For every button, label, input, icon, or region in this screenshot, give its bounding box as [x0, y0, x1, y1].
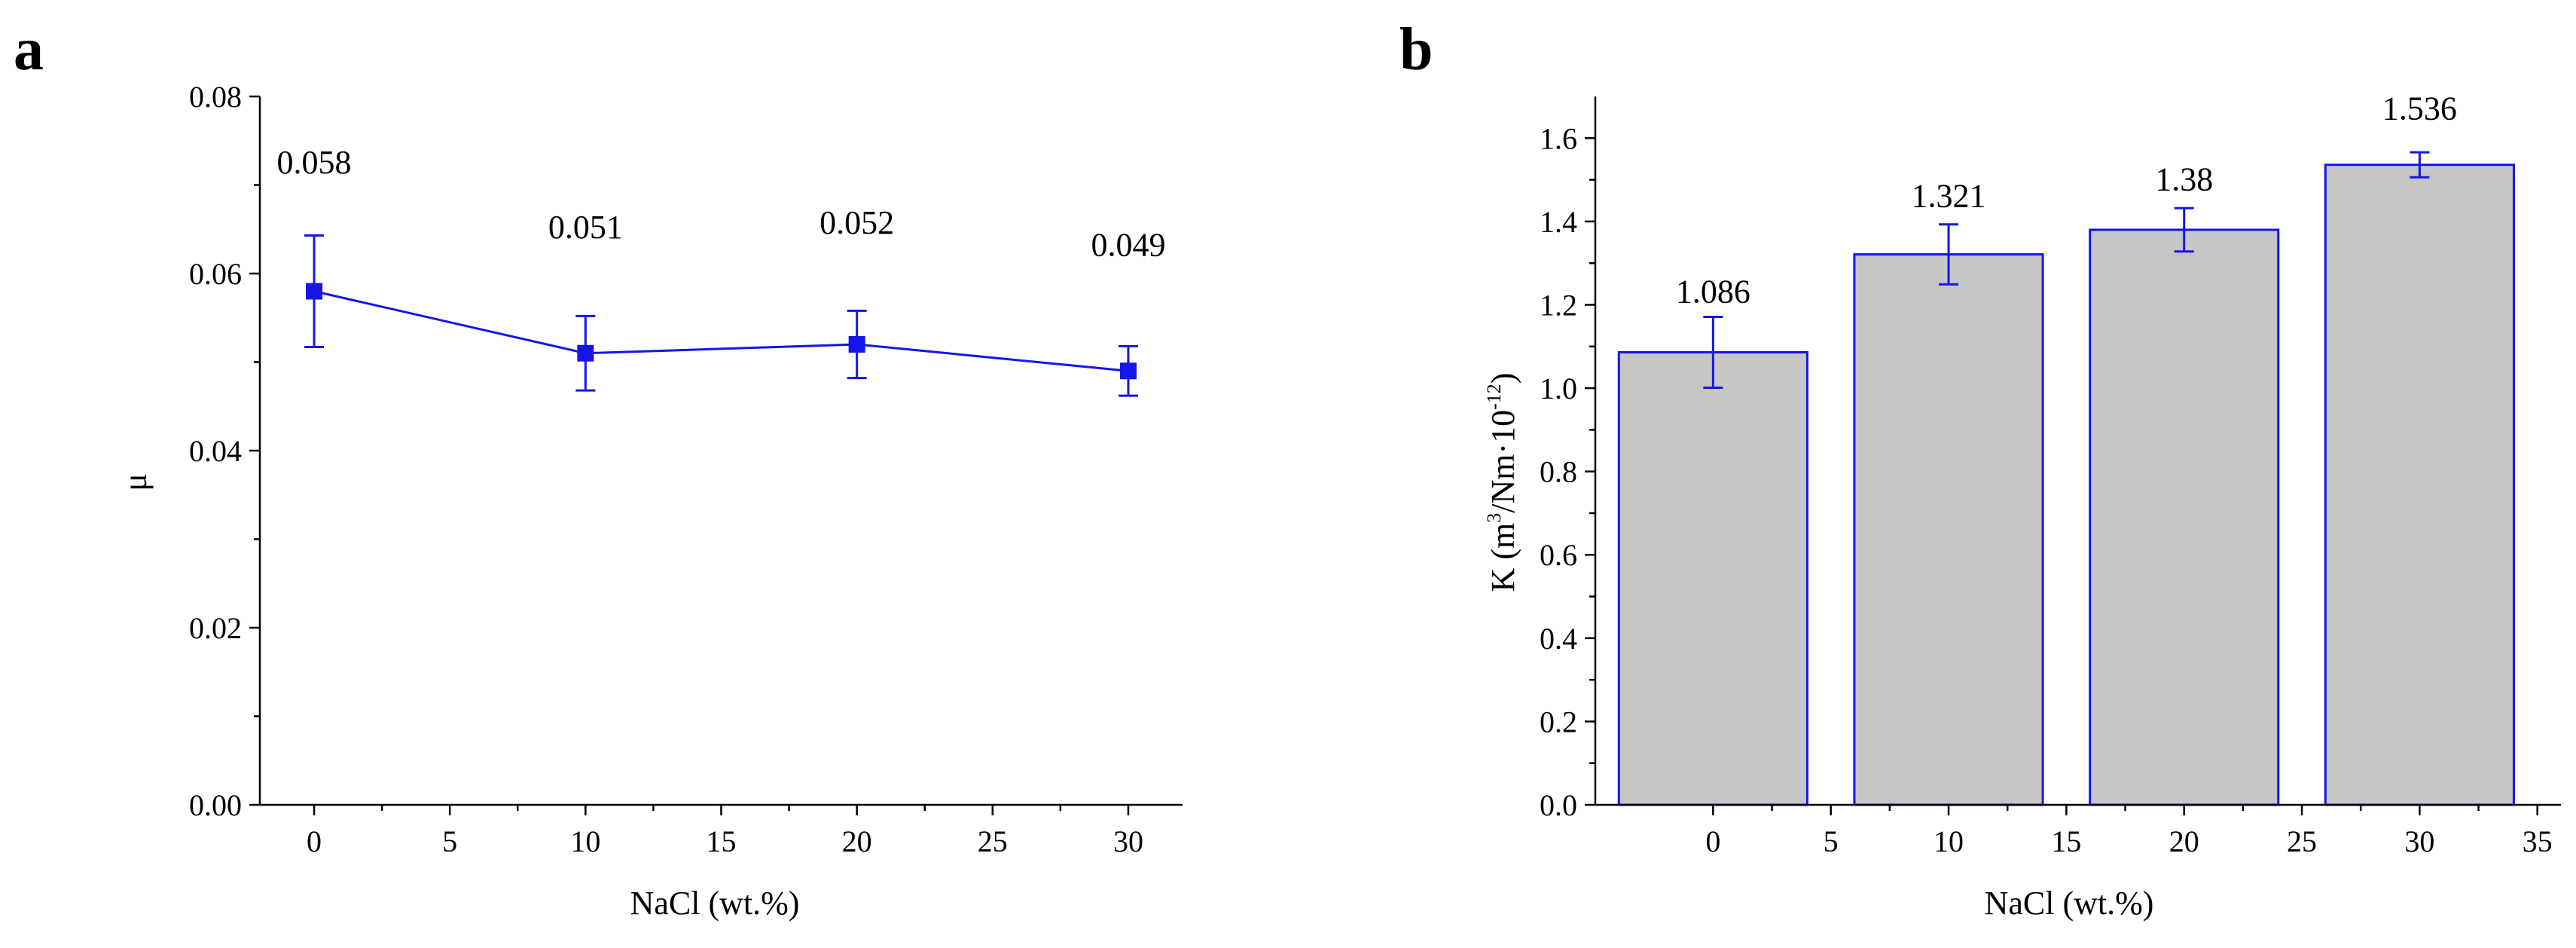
bar	[2324, 164, 2515, 806]
y-tick-label: 1.2	[1540, 288, 1577, 322]
data-point-marker	[848, 336, 865, 353]
panel-b-marks: 1.086 1.321 1.38 1.536	[1617, 90, 2515, 806]
x-tick-label: 20	[2169, 824, 2199, 858]
x-tick-label: 35	[2523, 824, 2553, 858]
data-label: 1.38	[2155, 161, 2213, 197]
data-point-marker	[577, 344, 594, 362]
data-label: 1.086	[1676, 274, 1750, 310]
y-tick-label: 1.6	[1540, 121, 1577, 155]
x-tick-label: 0	[307, 824, 322, 858]
x-tick-label: 30	[2404, 824, 2434, 858]
panel-a-letter: a	[14, 17, 44, 83]
x-tick-label: 15	[2051, 824, 2081, 858]
data-point-marker	[306, 283, 323, 300]
data-label: 0.058	[277, 144, 352, 181]
y-tick-label: 0.04	[189, 434, 242, 468]
panel-a-y-axis-title: μ	[117, 473, 154, 491]
y-tick-label: 0.02	[189, 611, 242, 645]
panel-b-y-title-sup2: -12	[1483, 384, 1505, 410]
x-tick-label: 0	[1705, 824, 1720, 858]
data-label: 1.536	[2382, 90, 2457, 127]
panel-b-y-axis-title: K (m3/Nm·10-12)	[1483, 373, 1521, 592]
data-label: 1.321	[1912, 178, 1986, 215]
panel-a-x-axis-title: NaCl (wt.%)	[630, 885, 800, 922]
bar	[1853, 253, 2044, 806]
data-label: 0.049	[1091, 227, 1165, 264]
x-tick-label: 5	[442, 824, 457, 858]
y-tick-label: 0.08	[189, 80, 242, 114]
y-tick-label: 0.2	[1540, 705, 1577, 739]
panel-b-y-title-sup1: 3	[1483, 513, 1505, 523]
y-tick-label: 0.06	[189, 257, 242, 291]
data-label: 0.052	[819, 204, 894, 241]
panel-b-axes: 0 5 10 15 20 25 30 35 0.0 0.2 0.4 0.6 0.8 1.0 1.2 1.4 1.…	[1540, 96, 2561, 858]
x-tick-label: 30	[1113, 824, 1143, 858]
x-tick-label: 5	[1824, 824, 1839, 858]
series-line-mu	[313, 290, 1129, 372]
data-label: 0.051	[548, 209, 623, 246]
y-tick-label: 1.4	[1540, 205, 1577, 239]
panel-b-y-title-part1: K (m	[1485, 523, 1521, 592]
x-tick-label: 20	[842, 824, 872, 858]
panel-b-y-title-part3: )	[1485, 373, 1521, 384]
x-tick-label: 10	[1934, 824, 1964, 858]
y-tick-label: 0.00	[189, 788, 242, 822]
panel-b-letter: b	[1399, 17, 1433, 83]
y-tick-label: 1.0	[1540, 372, 1577, 405]
y-tick-label: 0.8	[1540, 455, 1577, 489]
panel-b-y-title-part2: /Nm·10	[1485, 410, 1521, 513]
bar	[2089, 228, 2280, 806]
data-point-marker	[1119, 362, 1137, 380]
x-tick-label: 25	[2287, 824, 2317, 858]
x-tick-label: 25	[978, 824, 1008, 858]
panel-b-x-axis-title: NaCl (wt.%)	[1985, 885, 2154, 922]
x-tick-label: 10	[570, 824, 600, 858]
panel-a-axes: 0 5 10 15 20 25 30 0.00 0.02 0.04 0.06 0.08	[189, 80, 1183, 858]
y-tick-label: 0.6	[1540, 538, 1577, 572]
y-tick-label: 0.0	[1540, 788, 1577, 822]
y-tick-label: 0.4	[1540, 622, 1577, 656]
panel-a-marks: 0.058 0.051 0.052 0.049	[277, 144, 1165, 397]
x-tick-label: 15	[707, 824, 737, 858]
bar	[1617, 351, 1808, 806]
